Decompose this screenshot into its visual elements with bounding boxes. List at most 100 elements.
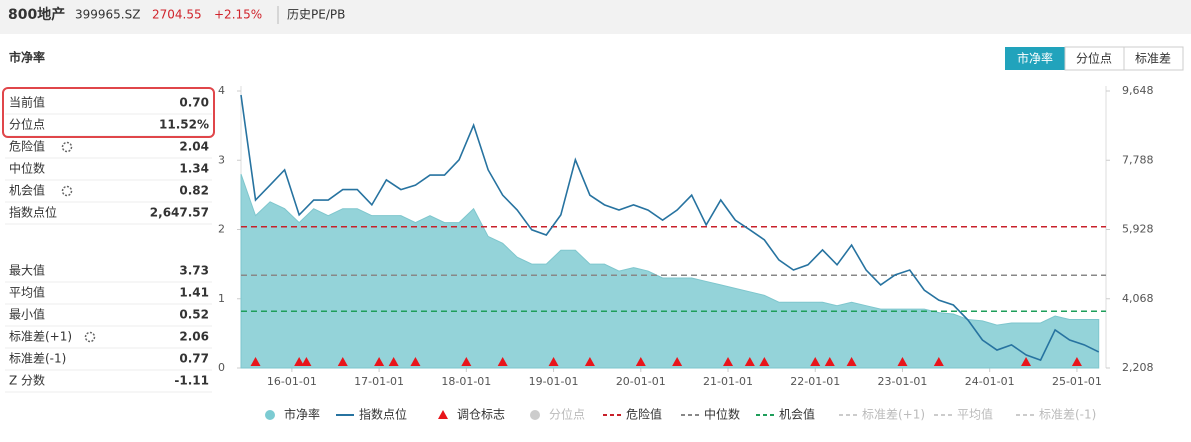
stat-value: 0.82 xyxy=(179,184,209,198)
y2-tick-label: 4,068 xyxy=(1122,292,1154,305)
rebalance-marker xyxy=(723,357,734,366)
y-tick-label: 0 xyxy=(218,361,225,374)
stat-value: 3.73 xyxy=(179,264,209,278)
y-tick-label: 3 xyxy=(218,153,225,166)
x-tick-label: 18-01-01 xyxy=(441,375,491,388)
button[interactable] xyxy=(1123,46,1184,71)
x-tick-label: 16-01-01 xyxy=(267,375,317,388)
y2-tick-label: 7,788 xyxy=(1122,153,1154,166)
button-label[interactable]: 标准差 xyxy=(1135,52,1171,66)
rebalance-marker xyxy=(584,357,595,366)
rebalance-marker xyxy=(250,357,261,366)
rebalance-marker xyxy=(933,357,944,366)
legend-swatch xyxy=(438,410,448,419)
button-group: 市净率 分位点 标准差 xyxy=(1005,46,1184,71)
y2-tick-label: 9,648 xyxy=(1122,84,1154,97)
rebalance-marker xyxy=(301,357,312,366)
y-tick-label: 4 xyxy=(218,84,225,97)
stat-label: Z 分数 xyxy=(9,373,45,388)
x-tick-label: 23-01-01 xyxy=(878,375,928,388)
stat-value: 11.52% xyxy=(159,118,209,132)
index-code: 399965.SZ xyxy=(75,8,140,22)
stat-value: 0.70 xyxy=(179,96,209,110)
stat-label: 最小值 xyxy=(9,307,45,322)
rebalance-marker xyxy=(388,357,399,366)
y2-tick-label: 5,928 xyxy=(1122,223,1154,236)
stat-value: -1.11 xyxy=(174,374,209,388)
stat-label: 标准差(-1) xyxy=(9,352,66,366)
legend-label[interactable]: 机会值 xyxy=(779,407,815,422)
legend-swatch xyxy=(265,410,275,420)
y-tick-label: 1 xyxy=(218,292,225,305)
rebalance-marker xyxy=(294,357,305,366)
rebalance-marker xyxy=(824,357,835,366)
x-tick-label: 17-01-01 xyxy=(354,375,404,388)
rebalance-marker xyxy=(461,357,472,366)
header-bar xyxy=(0,0,1191,34)
legend-label[interactable]: 中位数 xyxy=(704,407,740,422)
stat-value: 0.52 xyxy=(179,308,209,322)
y-tick-label: 2 xyxy=(218,223,225,236)
rebalance-marker xyxy=(810,357,821,366)
rebalance-marker xyxy=(337,357,348,366)
rebalance-marker xyxy=(759,357,770,366)
x-tick-label: 22-01-01 xyxy=(790,375,840,388)
stat-label: 中位数 xyxy=(9,161,45,176)
stat-label: 当前值 xyxy=(9,95,45,110)
stat-value: 2,647.57 xyxy=(150,206,209,220)
x-tick-label: 24-01-01 xyxy=(965,375,1015,388)
rebalance-marker xyxy=(497,357,508,366)
highlight-box xyxy=(2,87,215,138)
button-label[interactable]: 市净率 xyxy=(1017,51,1053,66)
stat-value: 2.04 xyxy=(179,140,209,154)
legend-label[interactable]: 标准差(+1) xyxy=(862,408,925,422)
line xyxy=(240,94,1100,362)
legend-label[interactable]: 危险值 xyxy=(626,407,662,422)
settings-icon[interactable] xyxy=(84,331,96,343)
x-tick-label: 19-01-01 xyxy=(529,375,579,388)
change: +2.15% xyxy=(214,8,262,22)
legend-label[interactable]: 分位点 xyxy=(549,407,585,422)
legend: 市净率 指数点位 调仓标志 分位点 危险值 中位数 机会值 标准差(+1) 平均值 标准差(-1) xyxy=(265,407,1096,422)
stat-value: 0.77 xyxy=(179,352,209,366)
section-title: 市净率 xyxy=(9,50,45,65)
stat-label: 分位点 xyxy=(9,117,45,132)
button[interactable] xyxy=(1005,47,1065,70)
legend-swatch xyxy=(530,410,540,420)
rebalance-marker xyxy=(1071,357,1082,366)
rebalance-marker xyxy=(548,357,559,366)
settings-icon[interactable] xyxy=(61,185,73,197)
stat-label: 最大值 xyxy=(9,263,45,278)
legend-label[interactable]: 标准差(-1) xyxy=(1039,408,1096,422)
rebalance-marker xyxy=(672,357,683,366)
rebalance-marker xyxy=(635,357,646,366)
stat-value: 1.41 xyxy=(179,286,209,300)
stats-panel: 当前值 0.70 分位点 11.52% 危险值 2.04 中位数 1.34 机会值 0.82 指数点… xyxy=(5,95,212,393)
legend-label[interactable]: 指数点位 xyxy=(359,407,407,422)
settings-icon[interactable] xyxy=(61,141,73,153)
stat-label: 危险值 xyxy=(9,139,45,154)
y2-tick-label: 2,208 xyxy=(1122,361,1154,374)
area xyxy=(240,173,1100,369)
stat-value: 1.34 xyxy=(179,162,209,176)
stat-label: 平均值 xyxy=(9,285,45,300)
tab-title[interactable]: 历史PE/PB xyxy=(287,8,345,22)
button-label[interactable]: 分位点 xyxy=(1076,51,1112,66)
x-tick-label: 25-01-01 xyxy=(1052,375,1102,388)
rebalance-marker xyxy=(846,357,857,366)
index-name: 800地产 xyxy=(8,6,65,23)
legend-label[interactable]: 调仓标志 xyxy=(457,408,505,422)
rebalance-marker xyxy=(374,357,385,366)
legend-label[interactable]: 平均值 xyxy=(957,407,993,422)
legend-label[interactable]: 市净率 xyxy=(284,407,320,422)
stat-value: 2.06 xyxy=(179,330,209,344)
x-tick-label: 20-01-01 xyxy=(616,375,666,388)
rebalance-marker xyxy=(744,357,755,366)
rebalance-marker xyxy=(1021,357,1032,366)
stat-label: 指数点位 xyxy=(9,205,57,220)
price: 2704.55 xyxy=(152,8,202,22)
stat-label: 机会值 xyxy=(9,183,45,198)
rebalance-marker xyxy=(410,357,421,366)
rebalance-marker xyxy=(897,357,908,366)
